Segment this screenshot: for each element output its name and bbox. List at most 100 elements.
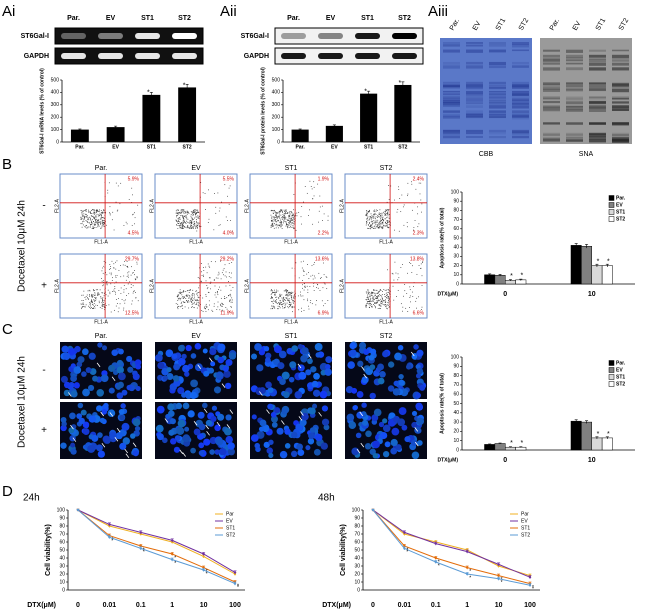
nucleus xyxy=(385,441,391,447)
event xyxy=(97,211,98,212)
event xyxy=(96,227,97,228)
event xyxy=(285,300,286,301)
event xyxy=(371,217,372,218)
event xyxy=(102,298,103,299)
event xyxy=(366,299,367,300)
x-tick-label: Par. xyxy=(75,144,85,150)
event xyxy=(93,294,94,295)
flow-plot xyxy=(345,174,427,238)
nucleus xyxy=(277,428,284,435)
event xyxy=(124,225,125,226)
event xyxy=(178,308,179,309)
gel-band xyxy=(543,55,560,57)
event xyxy=(180,219,181,220)
event xyxy=(402,307,403,308)
event xyxy=(284,216,285,217)
event xyxy=(137,277,138,278)
legend-label: EV xyxy=(616,202,623,208)
event xyxy=(181,226,182,227)
nucleus xyxy=(210,416,216,422)
stain-label: SNA xyxy=(579,151,594,158)
event xyxy=(187,219,188,220)
event xyxy=(185,227,186,228)
flow-plot xyxy=(250,174,332,238)
event xyxy=(302,284,303,285)
event xyxy=(232,302,233,303)
event xyxy=(315,304,316,305)
nucleus xyxy=(155,354,163,362)
event xyxy=(222,272,223,273)
event xyxy=(388,305,389,306)
event xyxy=(85,297,86,298)
event xyxy=(81,219,82,220)
event xyxy=(288,293,289,294)
x-axis-label: DTX(μM) xyxy=(322,602,351,609)
event xyxy=(293,194,294,195)
event xyxy=(190,222,191,223)
event xyxy=(286,225,287,226)
event xyxy=(204,308,205,309)
event xyxy=(282,304,283,305)
event xyxy=(83,225,84,226)
event xyxy=(198,223,199,224)
event xyxy=(102,225,103,226)
event xyxy=(293,300,294,301)
event xyxy=(289,302,290,303)
event xyxy=(124,303,125,304)
event xyxy=(309,209,310,210)
nucleus xyxy=(91,435,98,442)
event xyxy=(379,305,380,306)
event xyxy=(369,216,370,217)
y-tick-label: 40 xyxy=(59,555,65,561)
event xyxy=(307,300,308,301)
event xyxy=(224,268,225,269)
x-tick-label: ST1 xyxy=(364,144,373,150)
x-tick-label: 0.1 xyxy=(136,602,146,609)
event xyxy=(283,301,284,302)
event xyxy=(133,285,134,286)
event xyxy=(273,216,274,217)
nucleus xyxy=(173,375,180,382)
row-label: GAPDH xyxy=(244,53,269,60)
legend-label: EV xyxy=(226,518,233,524)
event xyxy=(406,293,407,294)
event xyxy=(178,295,179,296)
event xyxy=(370,305,371,306)
event xyxy=(413,227,414,228)
chart-title: 48h xyxy=(318,493,335,504)
event xyxy=(96,210,97,211)
significance: * xyxy=(597,431,600,438)
event xyxy=(90,304,91,305)
nucleus xyxy=(157,433,164,440)
event xyxy=(375,218,376,219)
event xyxy=(381,290,382,291)
gel-band xyxy=(489,65,506,68)
column-label: Par. xyxy=(95,333,108,340)
gel-band xyxy=(443,62,460,65)
event xyxy=(377,226,378,227)
axis-label: FL2-A xyxy=(244,279,250,293)
nucleus xyxy=(373,453,379,459)
gel-band xyxy=(466,91,483,94)
event xyxy=(371,219,372,220)
event xyxy=(410,295,411,296)
event xyxy=(285,210,286,211)
y-tick-label: 20 xyxy=(59,571,65,577)
event xyxy=(370,303,371,304)
nucleus xyxy=(268,440,273,445)
event xyxy=(177,213,178,214)
x-tick-label: Par. xyxy=(296,144,306,150)
event xyxy=(312,188,313,189)
event xyxy=(373,301,374,302)
event xyxy=(404,290,405,291)
event xyxy=(87,295,88,296)
event xyxy=(385,290,386,291)
lane-label: Par. xyxy=(287,15,300,22)
event xyxy=(189,296,190,297)
event xyxy=(103,302,104,303)
event xyxy=(81,218,82,219)
percent-label: 4.0% xyxy=(223,230,235,236)
event xyxy=(198,297,199,298)
event xyxy=(82,227,83,228)
event xyxy=(101,210,102,211)
